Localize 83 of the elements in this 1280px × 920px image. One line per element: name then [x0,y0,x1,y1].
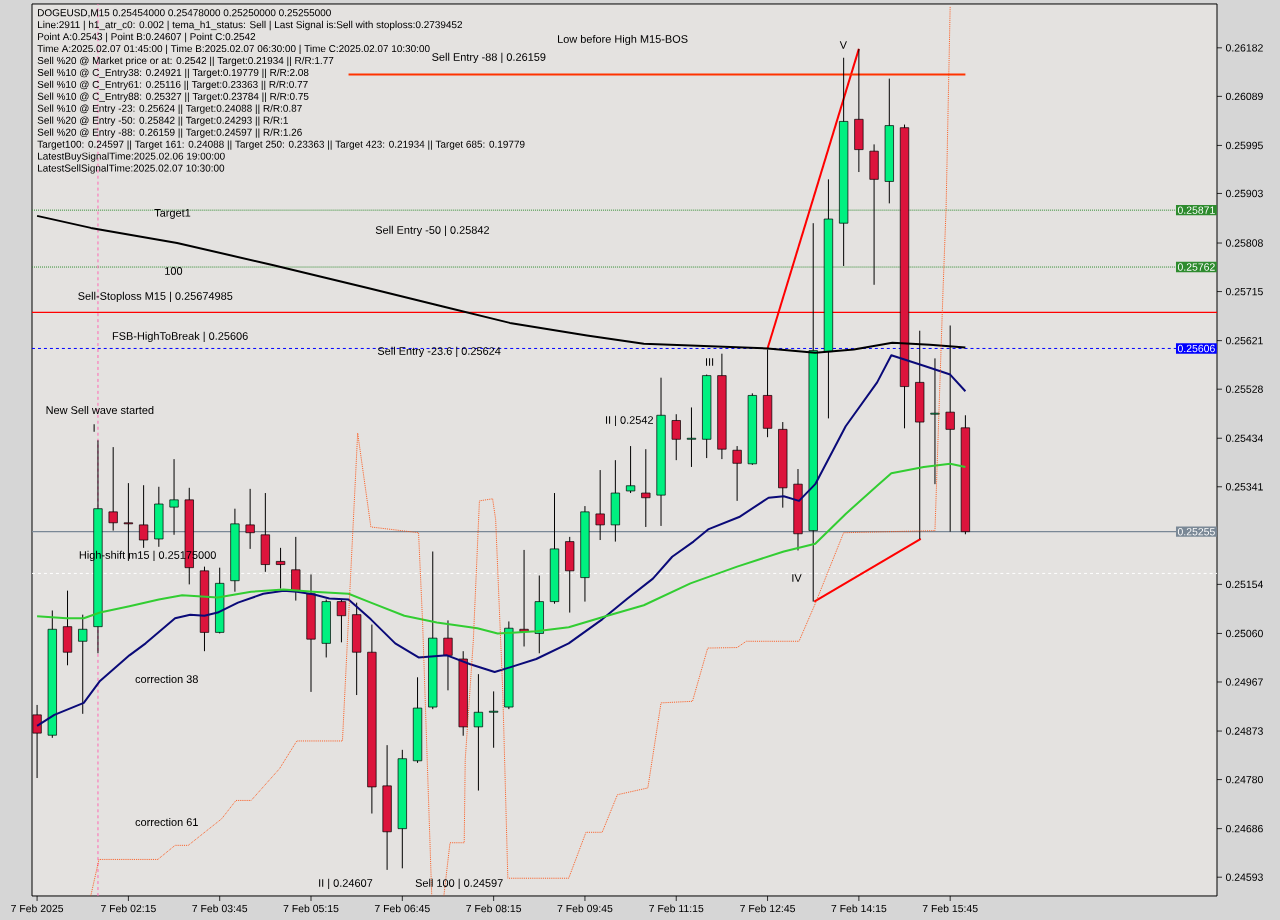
annotation: FSB-HighToBreak | 0.25606 [112,331,248,343]
annotation: IV [792,574,802,582]
y-tick-label: 0.24686 [1225,824,1263,833]
annotation: Sell 100 | 0.24597 [415,878,503,890]
annotation: Time A:2025.02.07 01:45:00 | Time B:2025.02.07 06:30:00 | Time C:2025.02.07 10:30:00 [37,44,430,55]
y-tick-label: 0.25808 [1225,239,1263,247]
annotation: II | 0.24607 [319,878,373,890]
annotation: V [839,41,847,49]
candlestick [78,614,88,715]
y-tick-label: 0.24593 [1225,873,1263,881]
annotation: 100 [165,267,183,275]
x-tick-label: 7 Feb 03:45 [192,904,248,913]
candlestick [489,690,499,749]
x-tick-label: 7 Feb 11:15 [649,904,704,913]
annotation: I [93,424,95,432]
candlestick [169,458,179,536]
annotation: DOGEUSD,M15 0.25454000 0.25478000 0.25250000 0.25255000 [38,9,331,18]
line-series [36,462,967,635]
annotation: Sell %10 @ C_Entry88: 0.25327 || Target:0.23784 || R/R:0.75 [37,92,309,102]
x-tick-label: 7 Feb 12:45 [740,904,796,913]
y-tick-label: 0.25060 [1225,629,1263,638]
candlestick [732,445,742,502]
candlestick [671,413,681,461]
candlestick [336,599,347,643]
y-tick-label: 0.25341 [1225,483,1263,491]
annotation: Sell-Stoploss M15 | 0.25674985 [78,291,233,303]
candlestick [473,673,484,792]
y-tick-label: 0.24967 [1225,678,1263,686]
y-tick-label: 0.24873 [1225,727,1263,735]
annotation: Low before High M15-BOS [558,34,688,46]
annotation: Sell %20 @ Market price or at: 0.2542 || Target:0.21934 || R/R:1.77 [37,56,334,67]
candlestick [275,547,286,590]
x-tick-label: 7 Feb 09:45 [557,904,613,913]
candlestick [139,484,149,549]
candlestick [245,488,255,550]
x-tick-label: 7 Feb 15:45 [922,904,978,913]
ref-line-label: 0.25255 [1177,527,1215,536]
candlestick [930,357,940,485]
candlestick [625,445,636,494]
annotation: LatestBuySignalTime:2025.02.06 19:00:00 [38,152,225,162]
ref-line-label: 0.25606 [1177,344,1215,353]
y-tick-label: 0.24780 [1225,775,1263,784]
annotation: Sell %10 @ C_Entry61: 0.25116 || Target:0.23363 || R/R:0.77 [37,80,308,90]
candlestick [641,448,651,528]
annotation: Sell Entry -23.6 | 0.25624 [377,346,501,358]
annotation: III [706,358,714,366]
y-tick-label: 0.25154 [1225,580,1264,589]
x-tick-label: 7 Feb 2025 [11,904,64,913]
y-tick-label: 0.26089 [1225,92,1263,101]
annotation: New Sell wave started [46,405,154,415]
x-tick-label: 7 Feb 14:15 [831,904,887,913]
annotation: correction 61 [135,817,198,827]
y-tick-label: 0.25995 [1225,141,1263,150]
ref-line-label: 0.25762 [1177,263,1215,271]
y-tick-label: 0.25903 [1225,189,1263,198]
x-tick-label: 7 Feb 05:15 [283,904,339,913]
annotation: Sell %10 @ C_Entry38: 0.24921 || Target:0.19779 || R/R:2.08 [37,68,309,79]
x-tick-label: 7 Feb 02:15 [101,904,156,913]
candlestick [686,406,697,468]
annotation: correction 38 [135,674,198,684]
x-tick-label: 7 Feb 08:15 [466,904,522,913]
annotation: LatestSellSignalTime:2025.02.07 10:30:00 [38,164,225,174]
annotation: Target1 [154,209,191,219]
annotation: Target100: 0.24597 || Target 161: 0.24088 || Target 250: 0.23363 || Target 423: 0.21934 || Target 685: 0.19779 [37,140,525,150]
x-tick-label: 7 Feb 06:45 [374,904,430,913]
annotation: Sell %20 @ Entry -50: 0.25842 || Target:0.24293 || R/R:1 [37,116,288,126]
annotation: II | 0.2542 [606,415,653,427]
candlestick [291,536,301,602]
annotation: Sell %10 @ Entry -23: 0.25624 || Target:0.24088 || R/R:0.87 [37,104,302,114]
annotation: Sell Entry -50 | 0.25842 [375,225,490,237]
candlestick [595,469,605,541]
ref-line-label: 0.25871 [1177,206,1215,214]
y-tick-label: 0.25528 [1225,385,1263,393]
y-tick-label: 0.26182 [1225,44,1263,52]
y-tick-label: 0.25621 [1225,336,1263,345]
annotation: Line:2911 | h1_atr_c0: 0.002 | tema_h1_status: Sell | Last Signal is:Sell with stoploss:0.2739452 [38,20,463,31]
candlestick [443,619,453,691]
candlestick [108,446,118,532]
annotation: Sell %20 @ Entry -88: 0.26159 || Target:0.24597 || R/R:1.26 [37,128,302,138]
annotation: Point A:0.2543 | Point B:0.24607 | Point C:0.2542 [38,32,256,43]
y-tick-label: 0.25715 [1225,287,1263,296]
annotation: Sell Entry -88 | 0.26159 [432,52,546,64]
y-tick-label: 0.25434 [1225,434,1264,442]
